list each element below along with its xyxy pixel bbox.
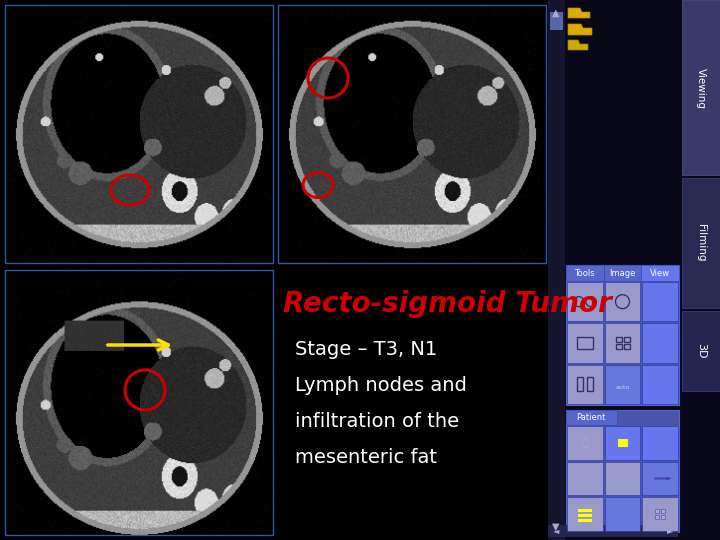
Bar [605, 282, 640, 321]
Bar [603, 265, 642, 281]
Text: Lymph nodes and: Lymph nodes and [295, 376, 467, 395]
Text: ▲: ▲ [552, 8, 559, 18]
Bar [642, 265, 679, 281]
Bar [682, 178, 720, 308]
Text: Recto-sigmoid Tumor: Recto-sigmoid Tumor [283, 290, 612, 318]
Text: infiltration of the: infiltration of the [295, 412, 459, 431]
Bar [567, 323, 603, 363]
Text: ▼: ▼ [552, 522, 559, 532]
Text: 👤: 👤 [582, 438, 588, 448]
Bar [567, 462, 603, 495]
Bar [605, 426, 640, 460]
Bar [616, 344, 621, 349]
Bar [567, 426, 603, 460]
Text: Stage – T3, N1: Stage – T3, N1 [295, 340, 437, 359]
Bar [618, 439, 628, 447]
Bar [278, 270, 546, 535]
Bar [624, 337, 629, 342]
Polygon shape [568, 24, 592, 35]
Bar [682, 311, 720, 391]
Text: mesenteric fat: mesenteric fat [295, 448, 437, 467]
Bar [587, 377, 593, 392]
Bar [566, 410, 679, 532]
Text: Filming: Filming [696, 224, 706, 262]
Bar [567, 364, 603, 404]
FancyArrow shape [654, 476, 672, 481]
Text: Patient: Patient [576, 413, 606, 422]
Bar [566, 265, 603, 281]
Polygon shape [568, 40, 588, 50]
Bar [605, 323, 640, 363]
Bar [624, 344, 629, 349]
Text: Viewing: Viewing [696, 68, 706, 109]
Bar [616, 337, 621, 342]
Bar [578, 509, 592, 512]
Text: ◄: ◄ [553, 526, 559, 536]
Bar [566, 265, 679, 405]
Bar [642, 282, 678, 321]
Bar [278, 5, 546, 263]
Bar [682, 0, 720, 175]
Bar [577, 377, 582, 392]
Bar [577, 337, 593, 349]
Bar [642, 497, 678, 531]
Bar [642, 364, 678, 404]
Text: Tools: Tools [575, 268, 595, 278]
Text: Image: Image [609, 268, 636, 278]
Bar [5, 270, 273, 535]
Bar [548, 525, 678, 537]
Bar [655, 509, 660, 513]
Bar [548, 0, 565, 540]
Bar [642, 426, 678, 460]
Text: View: View [650, 268, 670, 278]
Bar [548, 0, 720, 540]
Bar [578, 519, 592, 522]
Bar [661, 515, 665, 519]
Bar [642, 462, 678, 495]
Bar [655, 515, 660, 519]
Text: 3D: 3D [696, 343, 706, 359]
Bar [605, 462, 640, 495]
Bar [605, 497, 640, 531]
Polygon shape [568, 8, 590, 18]
Bar [605, 364, 640, 404]
Text: ►: ► [667, 526, 673, 536]
Bar [578, 514, 592, 517]
Bar [567, 282, 603, 321]
Text: auto: auto [616, 385, 629, 390]
Bar [550, 12, 563, 30]
Bar [566, 410, 617, 425]
Bar [5, 5, 273, 263]
Bar [567, 497, 603, 531]
Bar [661, 509, 665, 513]
Bar [642, 323, 678, 363]
